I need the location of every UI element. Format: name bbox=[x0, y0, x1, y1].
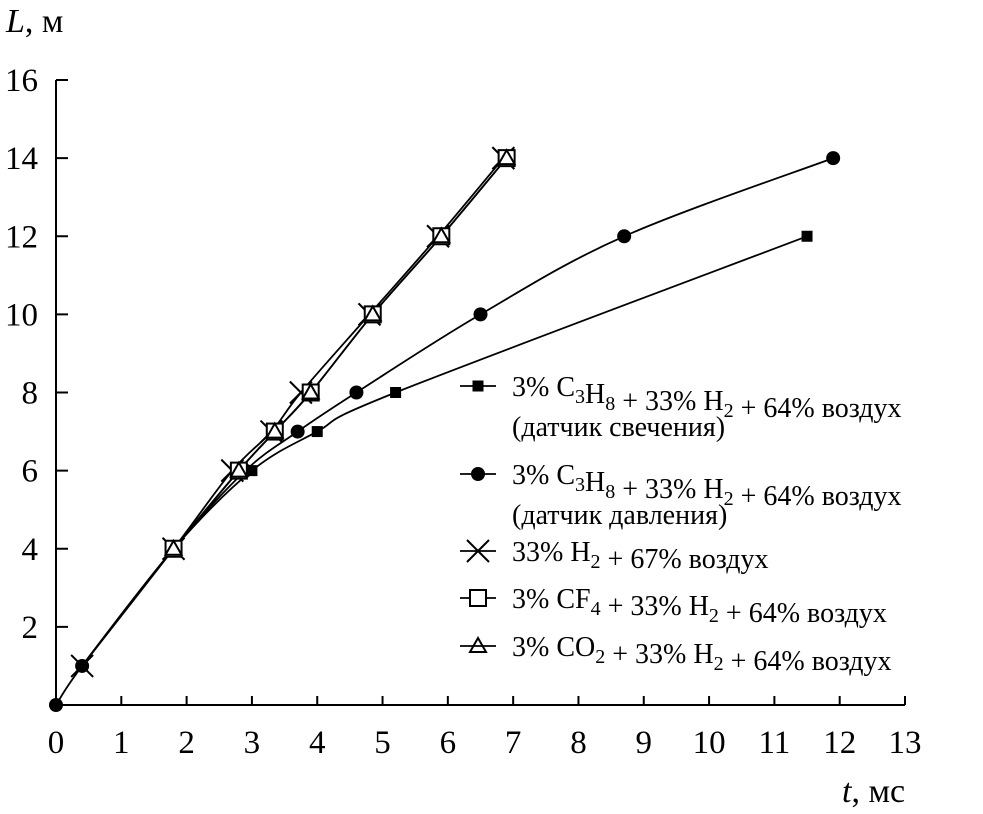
legend-marker bbox=[468, 635, 488, 653]
y-tick-label: 6 bbox=[22, 454, 39, 490]
legend-entry-3: 33% H2 + 67% воздух bbox=[460, 537, 769, 575]
y-tick-label: 4 bbox=[22, 532, 39, 568]
legend-label: 3% CO2 + 33% H2 + 64% воздух bbox=[512, 632, 892, 677]
x-tick-label: 0 bbox=[48, 725, 65, 761]
x-tick-label: 8 bbox=[570, 725, 587, 761]
legend-label: 3% C3H8 + 33% H2 + 64% воздух bbox=[512, 372, 902, 424]
x-tick-label: 1 bbox=[113, 725, 130, 761]
data-point bbox=[826, 151, 841, 166]
series-markers-5 bbox=[163, 148, 517, 556]
x-tick-label: 12 bbox=[823, 725, 856, 761]
data-point bbox=[311, 426, 323, 438]
series-line-5 bbox=[172, 157, 508, 550]
y-tick-label: 10 bbox=[5, 297, 38, 333]
legend-entry-1: 3% C3H8 + 33% H2 + 64% воздух(датчик све… bbox=[460, 372, 902, 443]
x-tick-label: 7 bbox=[505, 725, 522, 761]
data-point bbox=[290, 424, 305, 439]
y-axis-var: L bbox=[5, 3, 25, 40]
legend-entry-4: 3% CF4 + 33% H2 + 64% воздух bbox=[460, 584, 887, 629]
series-markers bbox=[49, 146, 841, 712]
data-point bbox=[473, 307, 488, 322]
data-point bbox=[496, 148, 517, 166]
x-tick-label: 13 bbox=[889, 725, 922, 761]
data-point bbox=[163, 538, 184, 556]
data-point bbox=[617, 229, 632, 244]
series-line-4 bbox=[172, 157, 508, 550]
x-tick-label: 5 bbox=[374, 725, 391, 761]
legend-marker bbox=[472, 380, 484, 392]
x-tick-label: 6 bbox=[440, 725, 457, 761]
x-tick-label: 9 bbox=[636, 725, 653, 761]
data-point bbox=[229, 460, 249, 478]
x-tick-label: 10 bbox=[693, 725, 726, 761]
legend-label-line2: (датчик давления) bbox=[512, 500, 727, 531]
data-point bbox=[70, 654, 94, 678]
legend-marker bbox=[466, 539, 490, 563]
x-axis-title: t, мс bbox=[842, 773, 905, 810]
data-point bbox=[349, 385, 364, 400]
x-tick-label: 2 bbox=[178, 725, 195, 761]
x-tick-label: 11 bbox=[758, 725, 790, 761]
legend-label-line2: (датчик свечения) bbox=[512, 412, 725, 443]
data-point bbox=[265, 421, 285, 439]
x-tick-label: 3 bbox=[244, 725, 261, 761]
x-axis-var: t bbox=[842, 773, 853, 810]
axes bbox=[55, 79, 906, 706]
axis-titles: L, м t, мс bbox=[5, 3, 905, 810]
data-point bbox=[431, 226, 452, 244]
y-axis-unit: , м bbox=[25, 3, 64, 40]
data-point bbox=[300, 382, 321, 400]
y-tick-label: 12 bbox=[5, 219, 38, 255]
legend: 3% C3H8 + 33% H2 + 64% воздух(датчик све… bbox=[460, 372, 902, 677]
legend-marker bbox=[471, 467, 485, 481]
x-axis-unit: , мс bbox=[851, 773, 905, 810]
data-point bbox=[390, 387, 402, 398]
legend-label: 3% C3H8 + 33% H2 + 64% воздух bbox=[512, 460, 902, 512]
y-tick-label: 2 bbox=[22, 610, 39, 646]
y-tick-label: 16 bbox=[5, 63, 38, 99]
legend-entry-5: 3% CO2 + 33% H2 + 64% воздух bbox=[460, 632, 892, 677]
legend-marker bbox=[469, 589, 487, 607]
legend-label: 33% H2 + 67% воздух bbox=[512, 537, 769, 575]
y-tick-label: 8 bbox=[22, 376, 39, 412]
y-axis-title: L, м bbox=[5, 3, 63, 40]
data-point bbox=[49, 698, 63, 712]
y-tick-label: 14 bbox=[5, 141, 38, 177]
legend-label: 3% CF4 + 33% H2 + 64% воздух bbox=[512, 584, 887, 629]
data-point bbox=[363, 304, 383, 322]
x-tick-label: 4 bbox=[309, 725, 326, 761]
data-point bbox=[801, 230, 813, 242]
legend-entry-2: 3% C3H8 + 33% H2 + 64% воздух(датчик дав… bbox=[460, 460, 902, 531]
